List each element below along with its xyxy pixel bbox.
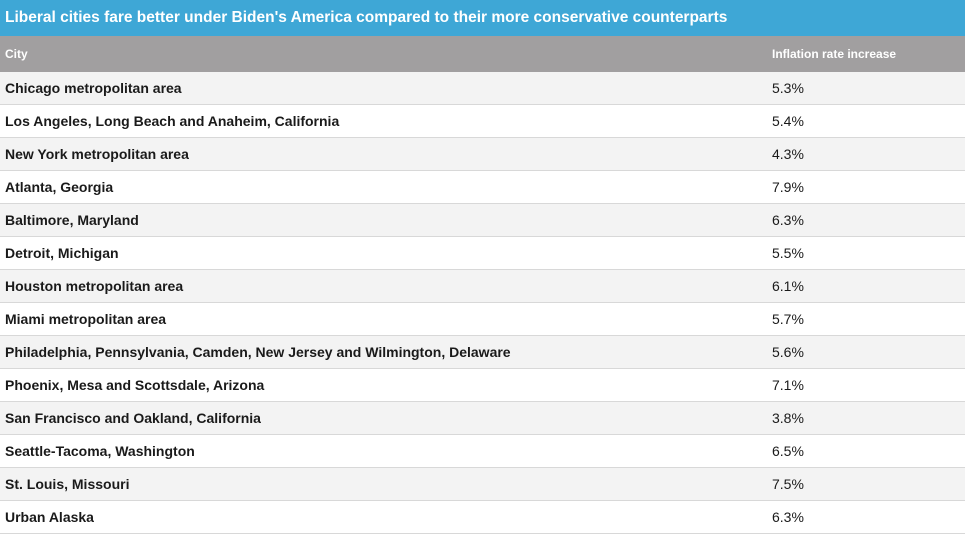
table-body: Chicago metropolitan area 5.3% Los Angeles… <box>0 72 965 534</box>
cell-city: Phoenix, Mesa and Scottsdale, Arizona <box>5 377 265 393</box>
cell-inflation-rate: 7.1% <box>772 377 804 393</box>
table-row: Phoenix, Mesa and Scottsdale, Arizona 7.1… <box>0 369 965 402</box>
cell-inflation-rate: 5.7% <box>772 311 804 327</box>
cell-inflation-rate: 6.3% <box>772 509 804 525</box>
header-inflation-rate: Inflation rate increase <box>772 47 897 61</box>
cell-city: Los Angeles, Long Beach and Anaheim, Cal… <box>5 113 340 129</box>
table-row: Los Angeles, Long Beach and Anaheim, Cal… <box>0 105 965 138</box>
cell-city: Miami metropolitan area <box>5 311 167 327</box>
cell-city: Seattle-Tacoma, Washington <box>5 443 195 459</box>
table-title: Liberal cities fare better under Biden's… <box>0 0 965 36</box>
cell-city: Philadelphia, Pennsylvania, Camden, New … <box>5 344 511 360</box>
table-row: Atlanta, Georgia 7.9% <box>0 171 965 204</box>
cell-city: San Francisco and Oakland, California <box>5 410 261 426</box>
table-row: Detroit, Michigan 5.5% <box>0 237 965 270</box>
table-header-row: City Inflation rate increase <box>0 36 965 72</box>
cell-inflation-rate: 5.4% <box>772 113 804 129</box>
table-row: Baltimore, Maryland 6.3% <box>0 204 965 237</box>
cell-inflation-rate: 5.3% <box>772 80 804 96</box>
cell-city: Houston metropolitan area <box>5 278 184 294</box>
table-row: Miami metropolitan area 5.7% <box>0 303 965 336</box>
cell-inflation-rate: 3.8% <box>772 410 804 426</box>
table-row: Philadelphia, Pennsylvania, Camden, New … <box>0 336 965 369</box>
cell-inflation-rate: 5.6% <box>772 344 804 360</box>
cell-city: Chicago metropolitan area <box>5 80 182 96</box>
cell-inflation-rate: 5.5% <box>772 245 804 261</box>
cell-inflation-rate: 4.3% <box>772 146 804 162</box>
cell-city: Urban Alaska <box>5 509 94 525</box>
table-row: Seattle-Tacoma, Washington 6.5% <box>0 435 965 468</box>
cell-city: New York metropolitan area <box>5 146 189 162</box>
table-row: Houston metropolitan area 6.1% <box>0 270 965 303</box>
cell-inflation-rate: 7.9% <box>772 179 804 195</box>
cell-inflation-rate: 6.5% <box>772 443 804 459</box>
cell-city: Detroit, Michigan <box>5 245 119 261</box>
cell-inflation-rate: 6.3% <box>772 212 804 228</box>
table-row: St. Louis, Missouri 7.5% <box>0 468 965 501</box>
table-row: Urban Alaska 6.3% <box>0 501 965 534</box>
cell-city: Atlanta, Georgia <box>5 179 114 195</box>
table-row: San Francisco and Oakland, California 3.8… <box>0 402 965 435</box>
table-row: New York metropolitan area 4.3% <box>0 138 965 171</box>
cell-city: St. Louis, Missouri <box>5 476 130 492</box>
header-city: City <box>5 47 28 61</box>
table-row: Chicago metropolitan area 5.3% <box>0 72 965 105</box>
cell-inflation-rate: 6.1% <box>772 278 804 294</box>
cell-inflation-rate: 7.5% <box>772 476 804 492</box>
cell-city: Baltimore, Maryland <box>5 212 139 228</box>
